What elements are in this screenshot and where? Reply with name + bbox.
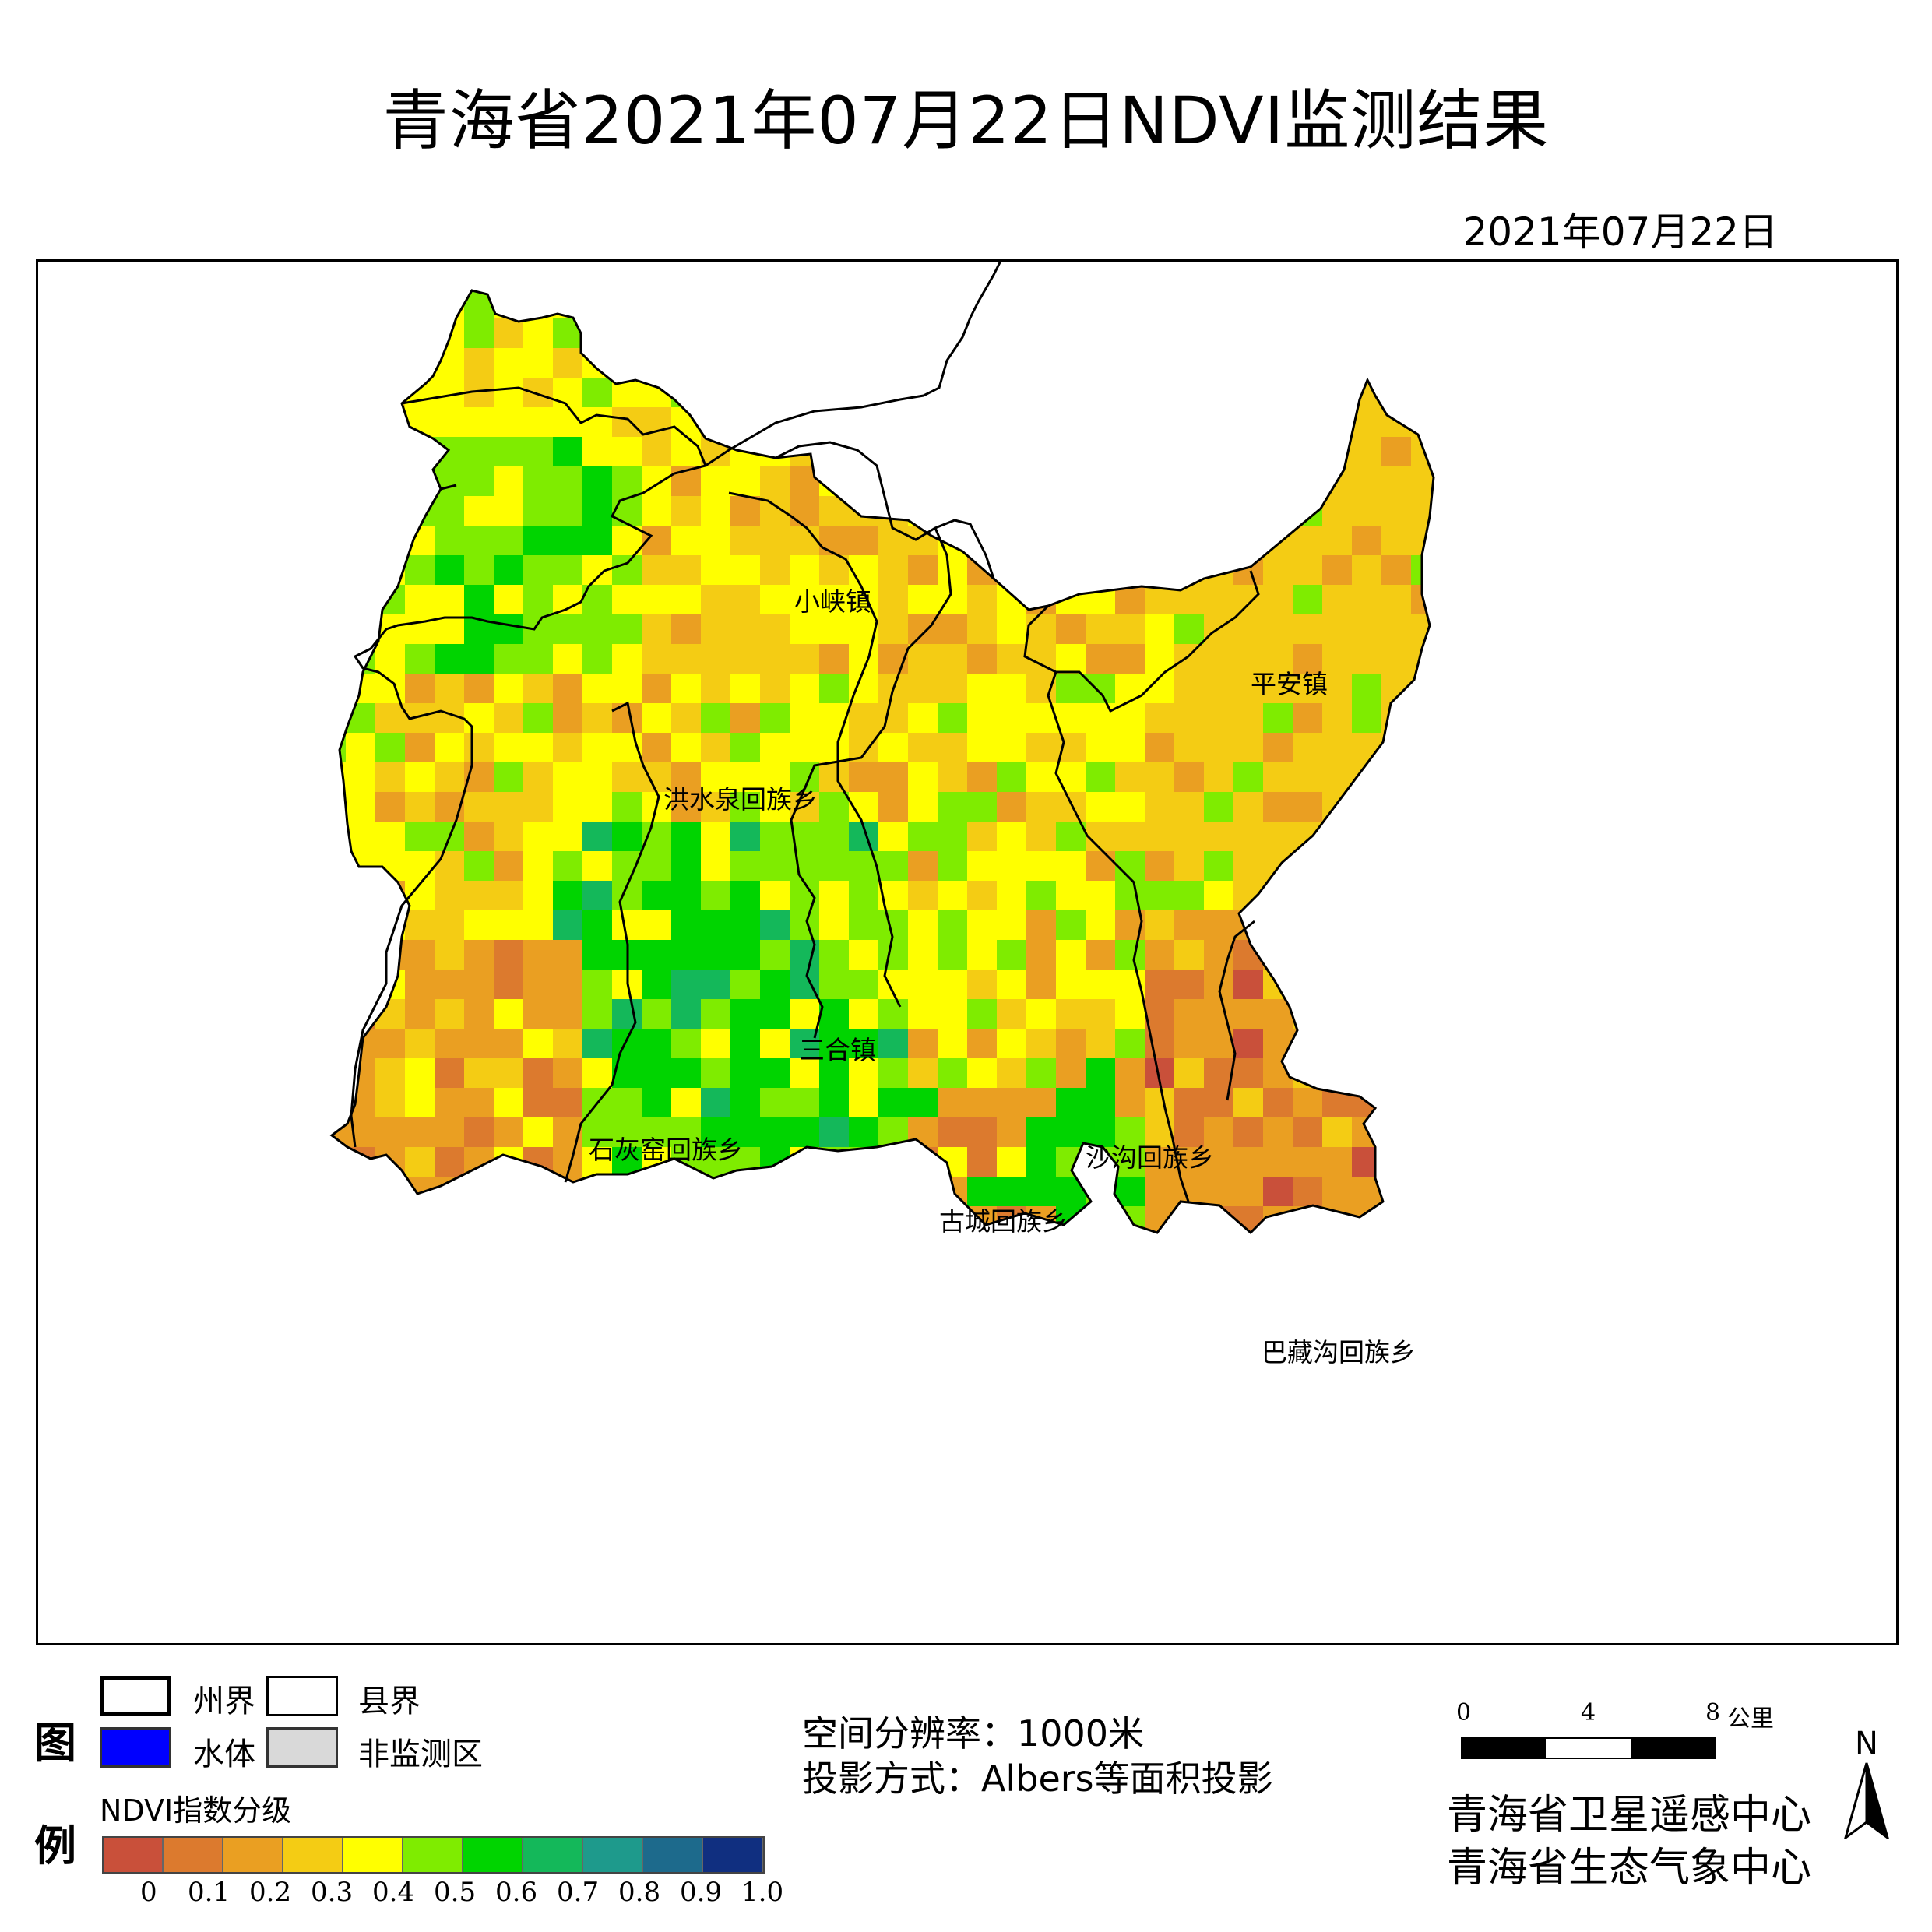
- scale-label-8: 8: [1705, 1699, 1721, 1726]
- ramp-class-8: [583, 1838, 643, 1872]
- water-swatch: [100, 1727, 171, 1768]
- town-label-sanhe: 三合镇: [799, 1035, 876, 1065]
- north-arrow-icon: [1843, 1762, 1890, 1839]
- prefecture-boundary-swatch: [100, 1676, 171, 1716]
- ramp-class-7: [523, 1838, 583, 1872]
- map-title: 青海省2021年07月22日NDVI监测结果: [382, 83, 1550, 159]
- scale-unit: 公里: [1727, 1705, 1774, 1733]
- ramp-tick-label: 0.3: [311, 1877, 354, 1908]
- ramp-class-1: [164, 1838, 223, 1872]
- legend-heading-bottom: 例: [34, 1821, 76, 1870]
- town-label-shagou: 沙沟回族乡: [1086, 1142, 1214, 1173]
- town-label-bazanggou: 巴藏沟回族乡: [1262, 1337, 1416, 1367]
- legend-heading-top: 图: [34, 1719, 76, 1768]
- town-label-hongshuiquan: 洪水泉回族乡: [663, 784, 818, 815]
- scale-bar: [1461, 1737, 1716, 1759]
- ramp-class-5: [403, 1838, 463, 1872]
- town-label-pingan: 平安镇: [1251, 669, 1328, 699]
- town-label-gucheng: 古城回族乡: [939, 1206, 1068, 1237]
- ramp-tick-label: 0.5: [434, 1877, 477, 1908]
- scale-label-4: 4: [1581, 1699, 1596, 1726]
- agency-satellite-center: 青海省卫星遥感中心: [1447, 1792, 1812, 1839]
- non-monitored-label: 非监测区: [358, 1737, 483, 1772]
- county-boundary-label: 县界: [358, 1684, 421, 1719]
- ramp-tick-label: 0: [140, 1877, 157, 1908]
- scale-label-0: 0: [1456, 1699, 1472, 1726]
- ndvi-pixel-grid: [332, 290, 1434, 1233]
- ndvi-legend-title: NDVI指数分级: [100, 1793, 292, 1828]
- non-monitored-swatch: [266, 1727, 338, 1768]
- township-boundaries: [350, 259, 1260, 1202]
- resolution-text: 空间分辨率：1000米: [802, 1712, 1145, 1754]
- prefecture-boundary-label: 州界: [193, 1684, 255, 1719]
- ramp-class-0: [104, 1838, 164, 1872]
- town-label-xiaoxia: 小峡镇: [794, 586, 871, 617]
- map-frame: [36, 259, 1899, 1645]
- county-boundary-swatch: [266, 1676, 338, 1716]
- ramp-class-2: [223, 1838, 283, 1872]
- ramp-class-6: [463, 1838, 523, 1872]
- agency-eco-meteorology-center: 青海省生态气象中心: [1447, 1845, 1812, 1892]
- ramp-tick-label: 0.8: [618, 1877, 661, 1908]
- ndvi-map: [330, 259, 1435, 1234]
- ramp-class-4: [343, 1838, 403, 1872]
- ramp-class-3: [283, 1838, 343, 1872]
- ramp-tick-label: 0.1: [188, 1877, 231, 1908]
- north-label: N: [1855, 1726, 1878, 1761]
- ramp-tick-label: 0.6: [495, 1877, 538, 1908]
- ndvi-color-ramp: [102, 1836, 765, 1874]
- map-date: 2021年07月22日: [1462, 209, 1779, 255]
- ramp-class-9: [643, 1838, 703, 1872]
- ramp-tick-label: 0.7: [557, 1877, 600, 1908]
- ramp-tick-label: 0.9: [680, 1877, 723, 1908]
- ramp-tick-label: 1.0: [741, 1877, 784, 1908]
- ramp-tick-label: 0.4: [372, 1877, 415, 1908]
- town-label-shihuiyao: 石灰窑回族乡: [589, 1135, 743, 1165]
- projection-text: 投影方式：Albers等面积投影: [802, 1758, 1273, 1800]
- ramp-class-10: [703, 1838, 763, 1872]
- ramp-tick-label: 0.2: [249, 1877, 292, 1908]
- water-label: 水体: [193, 1737, 255, 1772]
